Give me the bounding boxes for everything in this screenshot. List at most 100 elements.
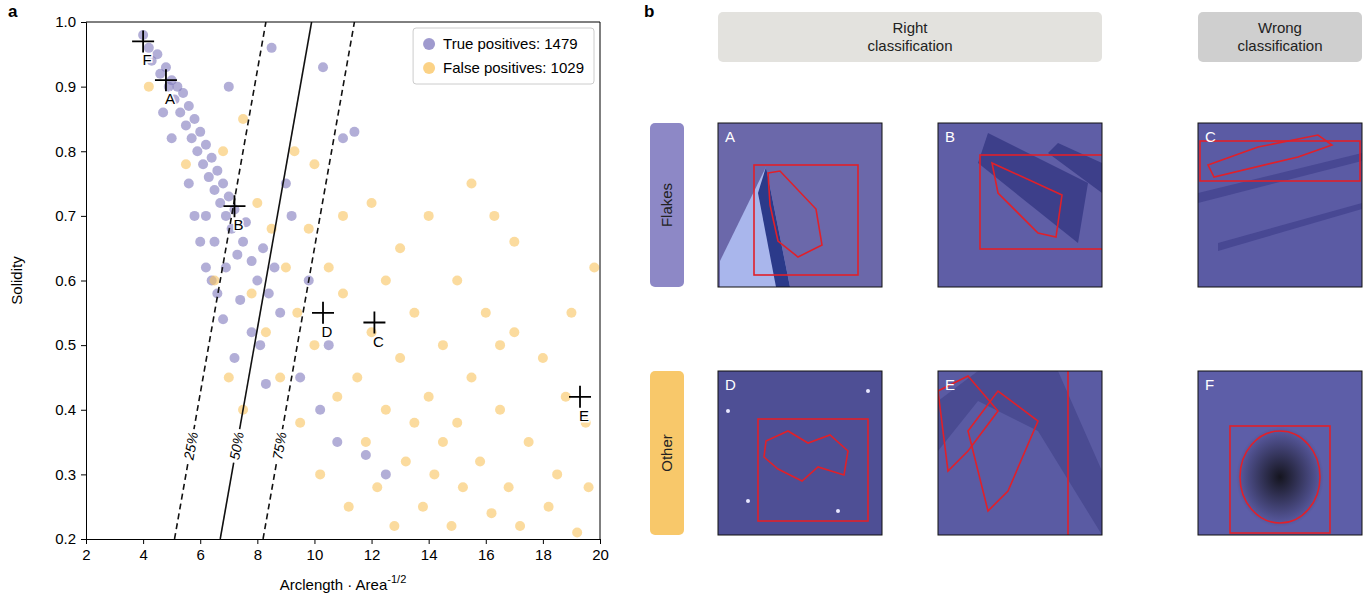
point xyxy=(589,263,599,273)
row-head-box xyxy=(650,123,684,287)
column-head-box xyxy=(1198,12,1362,62)
point xyxy=(221,211,231,221)
tile-content xyxy=(1198,123,1362,287)
x-tick-mark xyxy=(543,539,544,544)
point xyxy=(309,159,319,169)
contour xyxy=(764,431,848,481)
point xyxy=(389,521,399,531)
image-tile: A xyxy=(718,123,882,287)
point xyxy=(218,179,228,189)
point xyxy=(367,198,377,208)
y-tick-label: 0.6 xyxy=(55,272,76,289)
point xyxy=(572,528,582,538)
speck xyxy=(726,409,730,413)
y-tick: 0.8 xyxy=(55,143,86,160)
point xyxy=(224,82,234,92)
point xyxy=(210,237,220,247)
point xyxy=(247,288,257,298)
marker-label: F xyxy=(143,51,152,68)
point xyxy=(381,469,391,479)
point xyxy=(315,469,325,479)
contour xyxy=(768,171,822,257)
contour xyxy=(938,376,998,471)
point xyxy=(152,49,162,59)
x-tick: 4 xyxy=(139,539,147,563)
point xyxy=(247,256,257,266)
column-head-box xyxy=(718,12,1102,62)
point xyxy=(361,437,371,447)
point xyxy=(338,211,348,221)
y-tick-mark xyxy=(81,474,86,475)
x-axis-title-base: Arclength · Area xyxy=(280,576,388,593)
point xyxy=(232,250,242,260)
decision-line-label-group: 25% xyxy=(179,428,203,466)
point xyxy=(144,82,154,92)
decision-line-label: 25% xyxy=(180,431,201,462)
point xyxy=(304,224,314,234)
point xyxy=(338,288,348,298)
point xyxy=(401,456,411,466)
point xyxy=(438,340,448,350)
crosshair-marker xyxy=(363,312,385,334)
decision-line-label: 75% xyxy=(269,431,290,461)
y-tick: 0.5 xyxy=(55,336,86,353)
x-axis-title: Arclength · Area-1/2 xyxy=(280,573,407,593)
label-patch xyxy=(268,428,292,465)
point xyxy=(344,502,354,512)
bounding-box xyxy=(980,155,1102,249)
tile-label: E xyxy=(945,376,955,393)
point xyxy=(424,392,434,402)
y-tick-label: 0.9 xyxy=(55,78,76,95)
marker-label: C xyxy=(373,333,384,350)
decision-line-label-group: 50% xyxy=(225,428,249,465)
point xyxy=(566,308,576,318)
y-tick: 0.4 xyxy=(55,401,86,418)
point xyxy=(229,353,239,363)
point xyxy=(195,237,205,247)
series-0 xyxy=(138,30,391,479)
row-head: Other xyxy=(658,434,675,472)
tile-background xyxy=(1198,371,1362,535)
point xyxy=(275,372,285,382)
point xyxy=(332,437,342,447)
x-tick-label: 6 xyxy=(197,546,205,563)
bounding-box xyxy=(754,165,858,275)
y-tick-label: 0.4 xyxy=(55,401,76,418)
point xyxy=(475,456,485,466)
point xyxy=(201,211,211,221)
x-tick-mark xyxy=(314,539,315,544)
point xyxy=(352,372,362,382)
point xyxy=(184,179,194,189)
point xyxy=(495,340,505,350)
tile-content xyxy=(938,371,1102,535)
point xyxy=(338,133,348,143)
x-tick: 16 xyxy=(478,539,495,563)
image-tile: D xyxy=(718,371,882,535)
y-axis-title: Solidity xyxy=(8,256,25,305)
image-tile: B xyxy=(938,123,1104,287)
point xyxy=(198,159,208,169)
point xyxy=(452,276,462,286)
x-tick: 2 xyxy=(82,539,90,563)
decision-line xyxy=(263,22,354,539)
decision-line-label: 50% xyxy=(226,431,247,461)
decision-line xyxy=(175,22,266,539)
tile-label: C xyxy=(1205,128,1216,145)
frame-right xyxy=(600,22,601,539)
y-tick-label: 0.2 xyxy=(55,530,76,547)
y-tick-label: 0.3 xyxy=(55,466,76,483)
point xyxy=(538,353,548,363)
point xyxy=(204,172,214,182)
legend-label: False positives: 1029 xyxy=(443,59,584,76)
point xyxy=(552,469,562,479)
tile-background xyxy=(718,371,882,535)
decision-line-label-group: 75% xyxy=(268,428,292,465)
point xyxy=(524,437,534,447)
x-tick: 18 xyxy=(535,539,552,563)
x-tick-label: 10 xyxy=(307,546,324,563)
edge-line xyxy=(1067,371,1069,535)
column-head: Wrongclassification xyxy=(1237,19,1322,54)
point xyxy=(281,263,291,273)
point xyxy=(515,521,525,531)
y-tick: 0.6 xyxy=(55,272,86,289)
